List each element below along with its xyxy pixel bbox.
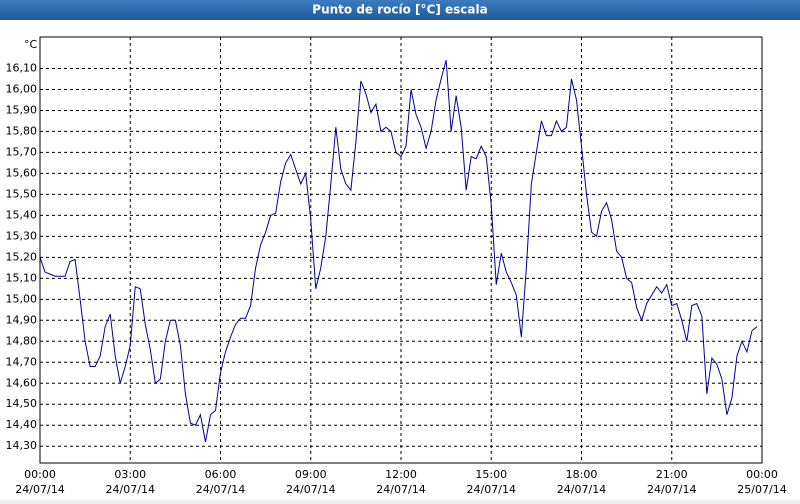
y-tick-label: 15,30: [6, 229, 38, 242]
x-tick-label: 03:00: [114, 468, 146, 481]
y-tick-label: 15,10: [6, 271, 38, 284]
x-tick-label: 18:00: [566, 468, 598, 481]
y-tick-label: 14,50: [6, 397, 38, 410]
x-tick-label: 00:00: [746, 468, 778, 481]
x-tick-label: 21:00: [656, 468, 688, 481]
y-tick-label: 15,20: [6, 250, 38, 263]
x-tick-date: 24/07/14: [647, 483, 696, 496]
y-tick-label: 14,80: [6, 334, 38, 347]
plot-border: [39, 36, 763, 464]
x-tick-label: 12:00: [385, 468, 417, 481]
x-tick-date: 24/07/14: [557, 483, 606, 496]
data-line: [39, 59, 758, 443]
x-tick-label: 09:00: [295, 468, 327, 481]
x-tick-date: 25/07/14: [737, 483, 786, 496]
y-tick-label: 14,90: [6, 313, 38, 326]
y-tick-label: 15,90: [6, 103, 38, 116]
y-tick-label: 16,00: [6, 82, 38, 95]
y-tick-label: 14,70: [6, 355, 38, 368]
y-tick-label: 16,10: [6, 61, 38, 74]
y-tick-label: 15,80: [6, 124, 38, 137]
x-tick-date: 24/07/14: [196, 483, 245, 496]
x-tick-date: 24/07/14: [106, 483, 155, 496]
x-tick-date: 24/07/14: [15, 483, 64, 496]
x-tick-label: 15:00: [475, 468, 507, 481]
x-tick-label: 06:00: [205, 468, 237, 481]
y-tick-label: 15,60: [6, 166, 38, 179]
y-tick-label: 15,00: [6, 292, 38, 305]
x-tick-date: 24/07/14: [286, 483, 335, 496]
x-tick-date: 24/07/14: [376, 483, 425, 496]
chart-title: Punto de rocío [°C] escala: [312, 3, 487, 17]
x-tick-date: 24/07/14: [467, 483, 516, 496]
y-tick-label: 14,30: [6, 439, 38, 452]
y-tick-label: 14,60: [6, 376, 38, 389]
x-tick-label: 00:00: [24, 468, 56, 481]
title-bar: [0, 0, 800, 20]
y-tick-label: 15,50: [6, 187, 38, 200]
y-tick-label: 15,40: [6, 208, 38, 221]
y-unit: °C: [24, 38, 38, 51]
y-tick-label: 15,70: [6, 145, 38, 158]
y-tick-label: 14,40: [6, 418, 38, 431]
